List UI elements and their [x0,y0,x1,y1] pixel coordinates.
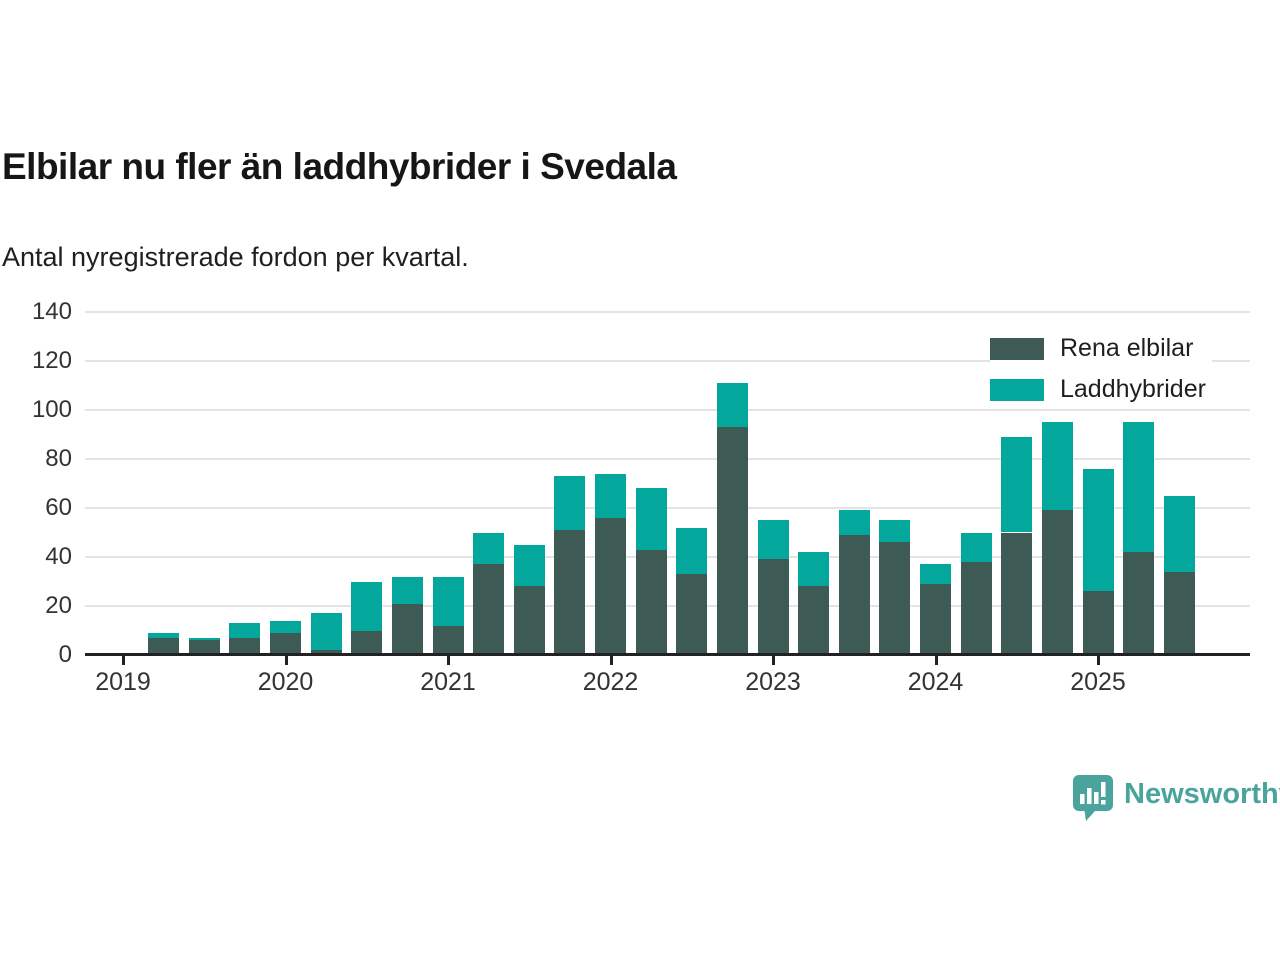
bar-segment-elbilar [310,650,342,655]
bar-segment-elbilar [1001,532,1033,655]
gridline [85,556,1250,558]
x-axis-label: 2020 [257,668,314,696]
bar-segment-laddhybrider [1123,422,1155,553]
y-axis-label: 140 [31,298,72,325]
bar-segment-laddhybrider [229,623,261,638]
y-axis-label: 80 [45,445,72,472]
legend-label: Rena elbilar [1060,334,1194,362]
bar-segment-elbilar [391,603,423,655]
bar-segment-elbilar [595,517,626,655]
bar-segment-laddhybrider [635,488,667,550]
bar-segment-laddhybrider [432,576,464,626]
bar-segment-laddhybrider [757,520,789,560]
newsworthy-logo-icon [1073,775,1113,821]
bar-segment-laddhybrider [879,520,911,543]
bar-segment-laddhybrider [960,532,992,562]
y-axis-label: 120 [31,347,72,374]
x-axis-label: 2023 [745,668,801,696]
bar-segment-laddhybrider [676,527,708,575]
legend: Rena elbilar Laddhybrider [990,333,1212,415]
x-axis-tick [772,656,775,665]
x-axis-line [85,653,1250,656]
x-axis-tick [609,656,613,665]
gridline [85,458,1250,460]
bar-segment-elbilar [513,586,545,655]
x-axis-tick [934,656,938,665]
y-axis-label: 40 [45,543,72,570]
bar-segment-laddhybrider [188,637,220,641]
bar-segment-elbilar [757,559,789,655]
bar-segment-laddhybrider [1163,495,1195,572]
bar-segment-laddhybrider [148,632,180,638]
bar-segment-laddhybrider [920,564,951,584]
legend-item: Laddhybrider [990,374,1212,405]
bar-segment-laddhybrider [838,510,870,535]
chart-title: Elbilar nu fler än laddhybrider i Svedal… [2,146,677,187]
bar-segment-laddhybrider [270,620,301,633]
bar-segment-laddhybrider [595,473,626,518]
bar-segment-elbilar [554,530,586,655]
bar-segment-laddhybrider [351,581,383,631]
bar-segment-elbilar [229,637,261,655]
x-axis-tick [284,656,288,665]
bar-segment-elbilar [270,632,301,655]
x-axis-label: 2025 [1070,668,1126,696]
bar-segment-elbilar [635,549,667,655]
bar-segment-elbilar [1163,571,1195,655]
bar-segment-elbilar [920,583,951,655]
bar-segment-elbilar [148,637,180,655]
bar-segment-laddhybrider [473,532,505,565]
bar-segment-laddhybrider [391,576,423,604]
bar-segment-laddhybrider [1041,422,1073,511]
bar-segment-laddhybrider [1001,436,1033,533]
legend-swatch [990,378,1044,401]
y-axis-label: 20 [45,592,72,619]
y-axis-label: 60 [45,494,72,521]
bar-segment-laddhybrider [798,552,830,587]
x-axis-tick [122,656,125,665]
bar-segment-elbilar [838,534,870,655]
gridline [85,605,1250,607]
bar-segment-laddhybrider [716,383,748,428]
gridline [85,311,1250,313]
bar-segment-elbilar [798,586,830,655]
y-axis-label: 100 [31,396,72,423]
bar-segment-elbilar [960,561,992,655]
x-axis-tick [1097,656,1100,665]
x-axis-label: 2022 [582,668,639,696]
brand-name: Newsworthy [1124,778,1280,810]
gridline [85,507,1250,509]
legend-label: Laddhybrider [1060,375,1206,403]
legend-item: Rena elbilar [990,333,1212,364]
y-axis-label: 0 [58,641,72,668]
bar-segment-elbilar [1123,552,1155,655]
bar-segment-elbilar [188,640,220,655]
brand-footer: Newsworthy [1072,774,1280,822]
bar-segment-laddhybrider [1082,468,1114,592]
bar-segment-elbilar [879,542,911,655]
gridline [85,409,1250,411]
bar-segment-elbilar [432,625,464,655]
x-axis-label: 2021 [420,668,476,696]
bar-segment-elbilar [1041,510,1073,655]
gridline [85,360,1250,362]
chart-subtitle: Antal nyregistrerade fordon per kvartal. [2,242,469,272]
bar-segment-laddhybrider [513,544,545,587]
x-axis-tick [447,656,450,665]
bar-segment-elbilar [473,564,505,655]
legend-swatch [990,337,1044,360]
bar-segment-laddhybrider [310,613,342,651]
bar-segment-laddhybrider [554,476,586,531]
x-axis-label: 2024 [907,668,964,696]
bar-segment-elbilar [1082,591,1114,655]
bar-segment-elbilar [716,427,748,655]
x-axis-label: 2019 [95,668,151,696]
bar-segment-elbilar [676,574,708,655]
bar-segment-elbilar [351,630,383,655]
